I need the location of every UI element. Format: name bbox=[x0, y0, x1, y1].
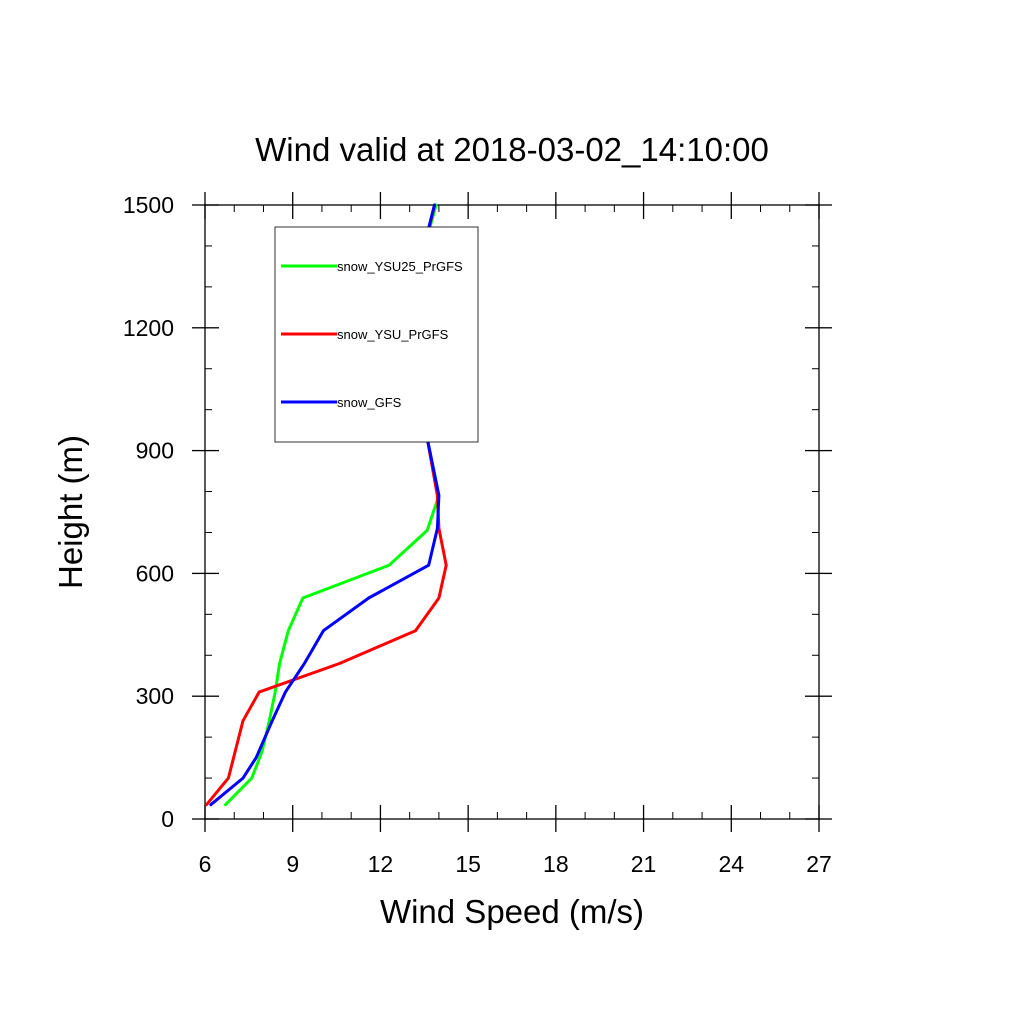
y-tick-label: 0 bbox=[161, 806, 174, 832]
y-tick-label: 600 bbox=[136, 560, 174, 586]
chart-title: Wind valid at 2018-03-02_14:10:00 bbox=[255, 131, 769, 168]
y-tick-label: 300 bbox=[136, 683, 174, 709]
x-tick-label: 15 bbox=[455, 851, 481, 877]
legend-label: snow_YSU_PrGFS bbox=[337, 327, 449, 342]
x-tick-label: 21 bbox=[631, 851, 657, 877]
y-axis-label: Height (m) bbox=[52, 435, 89, 589]
x-tick-label: 6 bbox=[199, 851, 212, 877]
y-tick-label: 1200 bbox=[123, 315, 174, 341]
legend-label: snow_GFS bbox=[337, 395, 402, 410]
y-tick-label: 900 bbox=[136, 438, 174, 464]
x-tick-label: 12 bbox=[368, 851, 394, 877]
x-tick-labels: 6 9 12 15 18 21 24 27 bbox=[199, 851, 832, 877]
y-tick-label: 1500 bbox=[123, 192, 174, 218]
x-tick-label: 24 bbox=[718, 851, 744, 877]
x-tick-label: 27 bbox=[806, 851, 832, 877]
plot-frame bbox=[204, 204, 820, 820]
x-tick-label: 18 bbox=[543, 851, 569, 877]
legend-label: snow_YSU25_PrGFS bbox=[337, 259, 463, 274]
x-axis-label: Wind Speed (m/s) bbox=[380, 893, 644, 930]
y-tick-labels: 0 300 600 900 1200 1500 bbox=[123, 192, 174, 832]
axis-ticks bbox=[192, 192, 832, 832]
legend-items: snow_YSU25_PrGFS snow_YSU_PrGFS snow_GFS bbox=[281, 259, 463, 410]
x-tick-label: 9 bbox=[286, 851, 299, 877]
legend: snow_YSU25_PrGFS snow_YSU_PrGFS snow_GFS bbox=[274, 226, 479, 443]
